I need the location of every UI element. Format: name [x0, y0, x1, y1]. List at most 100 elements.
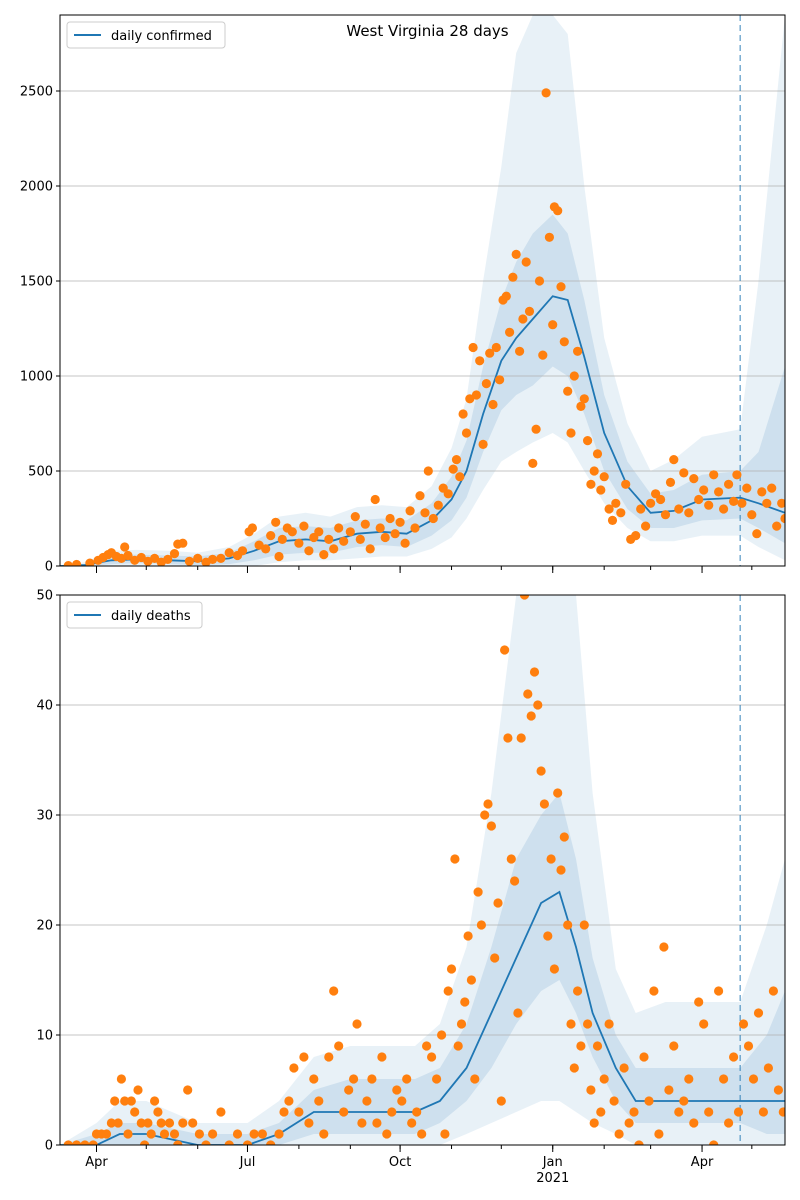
observed-point — [367, 1074, 377, 1084]
observed-point — [621, 479, 631, 489]
observed-point — [178, 1118, 188, 1128]
observed-point — [604, 504, 614, 514]
observed-point — [596, 485, 606, 495]
confirmed-axes-frame — [59, 14, 786, 567]
observed-point — [319, 550, 329, 560]
x-tick-label: Oct — [389, 1155, 411, 1170]
observed-point — [586, 479, 596, 489]
observed-point — [490, 953, 500, 963]
observed-point — [106, 1118, 116, 1128]
x-tick-label: Apr — [85, 1155, 108, 1170]
x-tick-label: Apr — [691, 1155, 714, 1170]
observed-point — [324, 534, 334, 545]
observed-point — [370, 494, 380, 505]
observed-point — [216, 553, 226, 564]
observed-point — [287, 527, 297, 537]
observed-point — [748, 1074, 759, 1084]
observed-point — [556, 282, 566, 292]
observed-point — [505, 327, 515, 337]
observed-point — [636, 504, 646, 514]
band-outer — [60, 595, 785, 1145]
confirmed-gridlines — [60, 90, 785, 472]
observed-point — [592, 1041, 603, 1051]
observed-point — [566, 1019, 576, 1029]
observed-point — [80, 1140, 90, 1145]
observed-point — [758, 1107, 769, 1117]
observed-point — [360, 519, 370, 529]
observed-point — [674, 1107, 684, 1117]
observed-point — [534, 276, 545, 286]
observed-point — [178, 538, 188, 548]
observed-point — [559, 832, 569, 842]
observed-point — [543, 931, 553, 941]
observed-point — [480, 810, 490, 820]
y-tick-label: 10 — [36, 1029, 53, 1044]
observed-point — [679, 1096, 689, 1106]
observed-point — [133, 1085, 143, 1095]
observed-point — [634, 1140, 644, 1145]
observed-point — [699, 1019, 709, 1029]
confirmed-panel: 0 500 1000 1500 2000 2500 daily confirmed Wes… — [20, 14, 786, 575]
observed-point — [476, 920, 486, 930]
observed-point — [493, 898, 503, 908]
observed-point — [508, 272, 518, 282]
observed-point — [156, 1118, 166, 1128]
y-tick-label: 2500 — [20, 85, 53, 100]
observed-point — [724, 1118, 734, 1128]
observed-point — [415, 491, 425, 501]
deaths-legend-label: daily deaths — [111, 609, 191, 624]
deaths-panel: 0 10 20 30 40 50 Apr Jul Oct Jan Apr 2021 daily de… — [36, 589, 786, 1186]
observed-point — [674, 504, 684, 514]
observed-point — [448, 464, 458, 474]
observed-point — [173, 1140, 183, 1145]
observed-point — [541, 88, 551, 98]
observed-point — [362, 1096, 372, 1106]
observed-point — [528, 458, 538, 468]
observed-point — [380, 532, 390, 543]
observed-point — [123, 1129, 133, 1139]
observed-point — [656, 494, 666, 505]
observed-point — [377, 1052, 387, 1062]
confirmed-observed-points — [63, 88, 785, 566]
observed-point — [624, 1118, 634, 1128]
observed-point — [120, 1096, 130, 1106]
observed-point — [289, 1063, 299, 1073]
observed-point — [274, 1129, 284, 1139]
observed-point — [747, 510, 757, 520]
observed-point — [704, 500, 714, 510]
observed-point — [420, 508, 430, 518]
observed-point — [458, 409, 468, 419]
confirmed-uncertainty-bands — [60, 15, 785, 566]
observed-point — [664, 1085, 674, 1095]
observed-point — [629, 1107, 639, 1117]
observed-point — [579, 920, 589, 930]
observed-point — [274, 551, 284, 562]
deaths-legend: daily deaths — [66, 601, 203, 629]
observed-point — [126, 1096, 136, 1106]
observed-point — [466, 975, 476, 985]
observed-point — [619, 1063, 629, 1073]
observed-point — [319, 1129, 329, 1139]
observed-point — [669, 1041, 679, 1051]
observed-point — [659, 942, 669, 952]
observed-point — [140, 1140, 150, 1145]
observed-point — [631, 531, 641, 541]
observed-point — [533, 700, 543, 710]
observed-point — [526, 711, 536, 721]
observed-point — [299, 1052, 309, 1062]
observed-point — [428, 513, 438, 524]
observed-point — [375, 523, 385, 533]
observed-point — [719, 504, 729, 514]
observed-point — [101, 1129, 112, 1139]
observed-point — [506, 854, 516, 864]
observed-point — [450, 854, 460, 864]
observed-point — [614, 1129, 624, 1139]
observed-point — [481, 379, 491, 389]
observed-point — [539, 799, 550, 809]
observed-point — [163, 554, 173, 565]
observed-point — [511, 249, 521, 259]
observed-point — [277, 534, 287, 545]
observed-point — [456, 1019, 467, 1029]
confirmed-legend: daily confirmed — [66, 21, 226, 49]
observed-point — [423, 466, 433, 476]
